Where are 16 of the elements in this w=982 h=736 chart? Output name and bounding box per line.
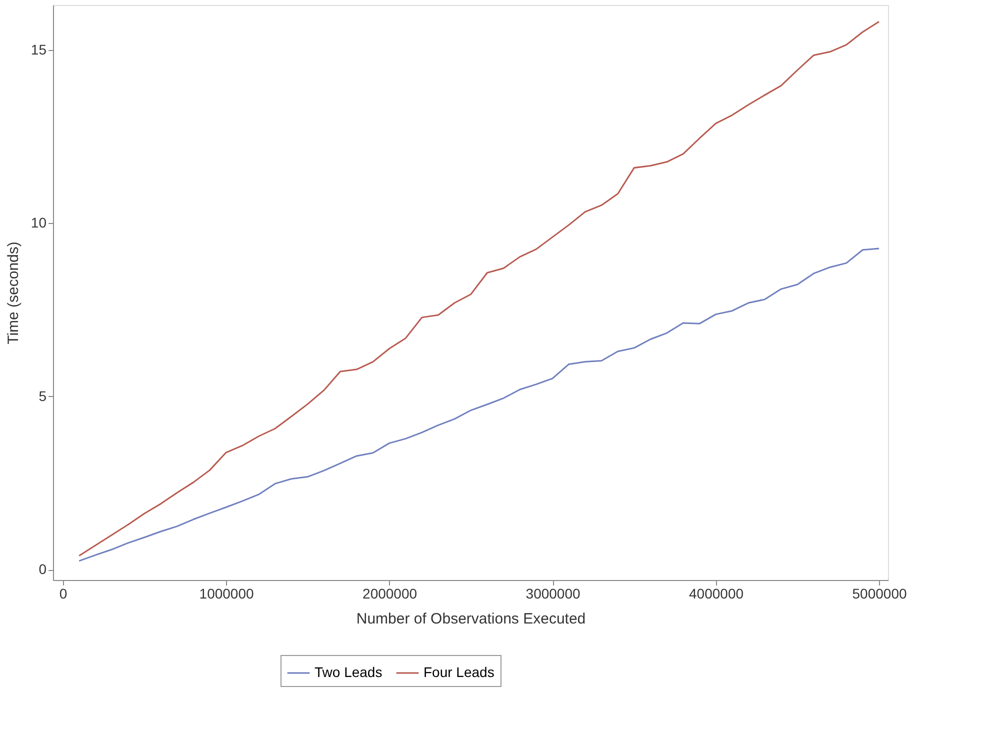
y-tick-label: 0 xyxy=(38,561,47,578)
line-series xyxy=(78,248,880,562)
x-tick-label: 2000000 xyxy=(362,586,418,602)
x-axis-title: Number of Observations Executed xyxy=(356,610,586,628)
y-tick-label: 10 xyxy=(30,214,47,231)
y-axis-title: Time (seconds) xyxy=(4,242,22,344)
x-tick-label: 5000000 xyxy=(852,586,907,602)
x-tick-label: 4000000 xyxy=(689,586,744,602)
legend-label: Two Leads xyxy=(314,664,382,680)
y-tick-label: 15 xyxy=(30,42,47,58)
line-series xyxy=(78,20,880,557)
legend-label: Four Leads xyxy=(424,664,494,680)
x-tick-label: 1000000 xyxy=(199,586,254,602)
x-tick-label: 0 xyxy=(59,586,68,602)
y-tick-label: 5 xyxy=(38,388,47,404)
x-tick-label: 3000000 xyxy=(526,586,580,602)
